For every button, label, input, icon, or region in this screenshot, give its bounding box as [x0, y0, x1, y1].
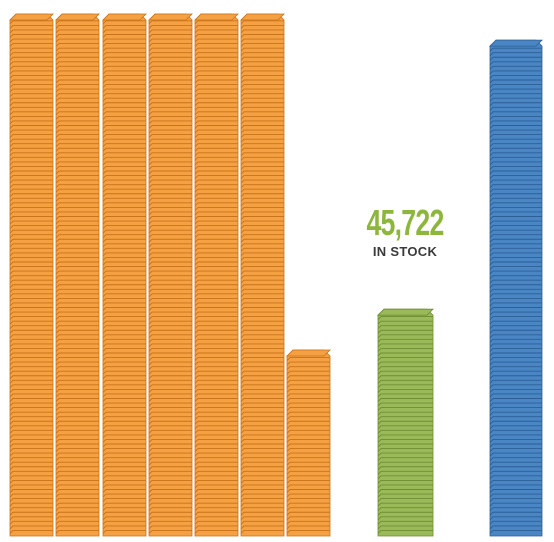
blue-column — [489, 39, 543, 537]
orange-column-7 — [286, 349, 331, 537]
orange-column-6 — [240, 13, 285, 537]
stock-caption: IN STOCK — [372, 244, 438, 259]
orange-column-1 — [9, 13, 54, 537]
stock-count: 45,722 — [366, 202, 444, 243]
orange-column-3 — [102, 13, 147, 537]
orange-column-5 — [194, 13, 239, 537]
orange-column-2 — [55, 13, 100, 537]
stock-annotation: 45,722 IN STOCK — [340, 205, 470, 260]
orange-column-4 — [148, 13, 193, 537]
green-column — [377, 308, 434, 537]
